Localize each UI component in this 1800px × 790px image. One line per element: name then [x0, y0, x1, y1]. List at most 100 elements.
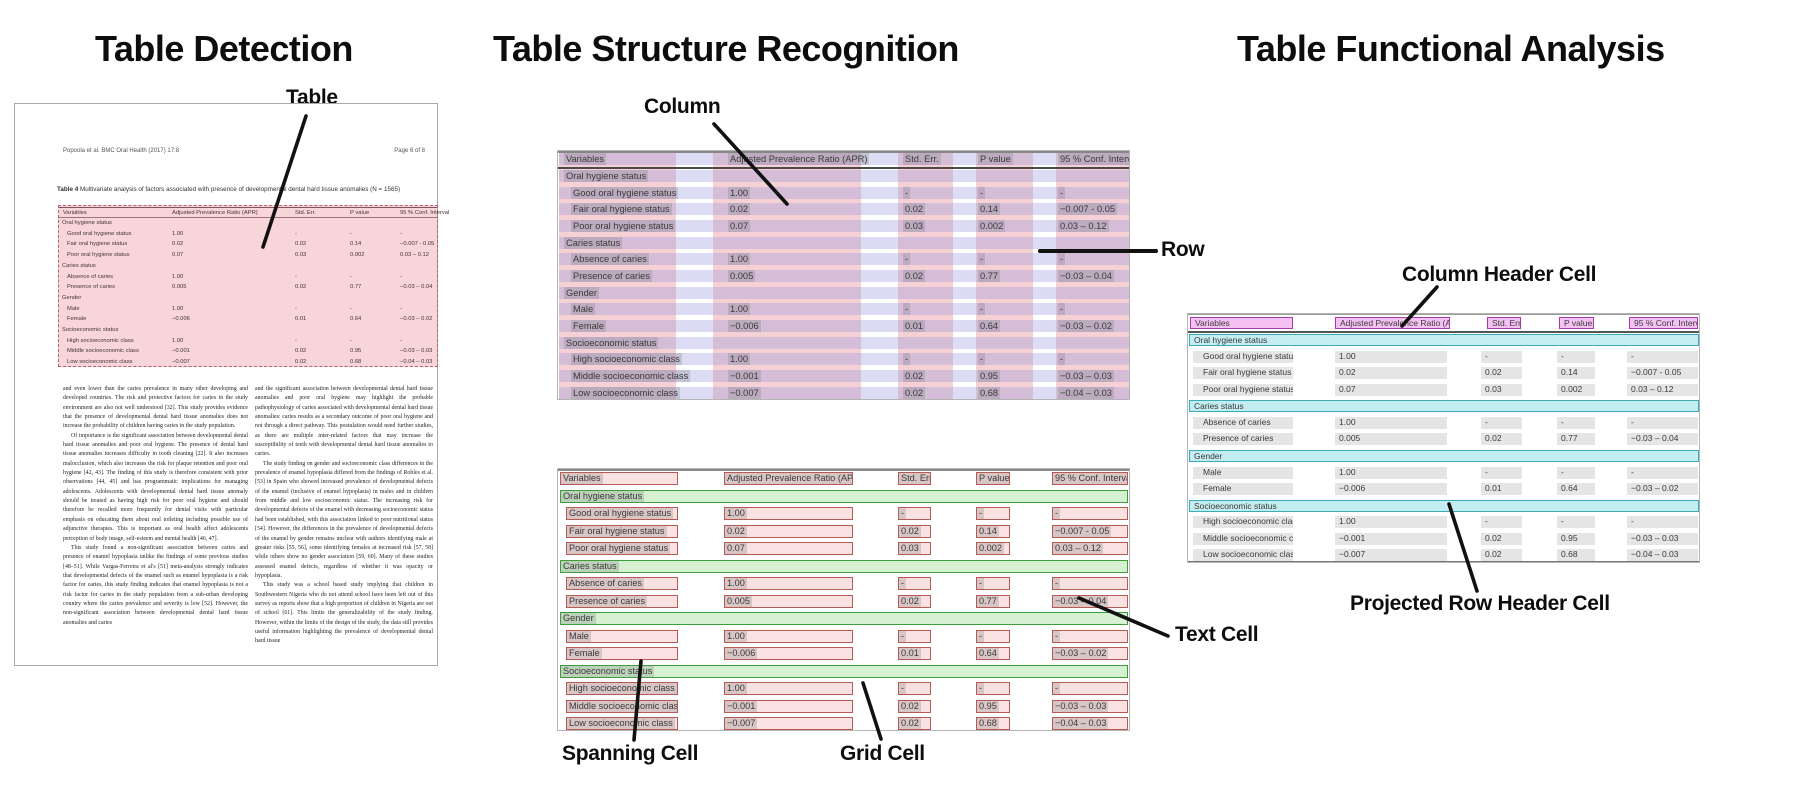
cell-text: −0.04 – 0.03: [1058, 386, 1114, 399]
cell-text: -: [400, 337, 402, 344]
label-projected-row-header-cell: Projected Row Header Cell: [1350, 592, 1610, 615]
row-band: [559, 319, 1129, 332]
cell-text: Fair oral hygiene status: [67, 241, 128, 248]
text-cell: −0.007: [1335, 549, 1447, 562]
cell-text: 0.77: [977, 595, 999, 607]
cell-text: −0.001: [728, 369, 761, 382]
grid-cell: 1.00: [724, 682, 853, 695]
structure-data-row: Low socioeconomic class −0.007 0.02 0.68 −0.…: [558, 384, 1129, 399]
cell-text: 95 % Conf. Interval: [1058, 153, 1129, 166]
cell-text: 0.77: [1561, 433, 1578, 444]
text-cell: 0.95: [1557, 532, 1595, 545]
cell-text: Good oral hygiene status: [571, 186, 679, 199]
cell-text: -: [350, 305, 352, 312]
cell-text: −0.03 – 0.04: [400, 284, 433, 291]
functional-span-row: Socioeconomic status: [1188, 498, 1699, 515]
text-cell: 0.77: [1557, 433, 1595, 446]
column-header-cell: 95 % Conf. Interval: [1629, 317, 1698, 330]
body-paragraph: This study was a school based study impl…: [255, 582, 433, 645]
cell-text: Gender: [62, 294, 82, 301]
header-bottom-rule: [1188, 331, 1699, 333]
cell-text: 0.02: [1339, 367, 1356, 378]
grid-cell-header: 95 % Conf. Interval: [1052, 472, 1128, 485]
cell-text: −0.006: [725, 648, 758, 659]
structure-recognition-table: Variables Adjusted Prevalence Ratio (APR)…: [557, 150, 1130, 400]
panel-title-functional-analysis: Table Functional Analysis: [1237, 28, 1665, 69]
cell-text: 0.77: [350, 284, 362, 291]
cell-text: 95 % Conf. Interval: [400, 210, 450, 216]
cell-text: -: [1053, 578, 1061, 589]
text-cell: 0.02: [1335, 367, 1447, 380]
cell-text: 0.02: [899, 595, 921, 607]
text-cell: -: [1557, 416, 1595, 429]
text-cell: Low socioeconomic class: [1193, 549, 1293, 562]
cell-text: −0.03 – 0.02: [1053, 648, 1109, 659]
cell-text: Gender: [561, 613, 596, 624]
grid-cell: 0.77: [976, 594, 1010, 608]
panel-title-structure-recognition: Table Structure Recognition: [493, 28, 959, 69]
cell-text: 0.03: [903, 220, 926, 233]
cell-text: Low socioeconomic class: [571, 386, 680, 399]
cells-data-row: High socioeconomic class 1.00 - - -: [558, 680, 1129, 698]
grid-cell: 0.002: [976, 542, 1010, 555]
spanning-cell: Gender: [560, 612, 1128, 625]
doc-span-row: Gender: [59, 293, 437, 304]
cell-text: −0.007: [1339, 549, 1366, 560]
projected-row-header-cell: Caries status: [1189, 400, 1699, 413]
cell-text: High socioeconomic class: [567, 683, 677, 694]
cell-text: -: [400, 305, 402, 312]
header-bottom-rule: [558, 167, 1129, 169]
grid-cell: 0.07: [724, 542, 853, 555]
cell-text: −0.006: [728, 319, 761, 332]
cell-text: 0.68: [350, 359, 362, 366]
structure-data-row: Female −0.006 0.01 0.64 −0.03 – 0.02: [558, 318, 1129, 335]
cell-text: Std. Err.: [1492, 318, 1521, 329]
cell-text: -: [977, 578, 985, 589]
cell-text: 0.01: [1485, 483, 1502, 494]
text-cell: Middle socioeconomic class: [1193, 532, 1293, 545]
cell-text: 1.00: [1339, 516, 1356, 527]
table-top-rule: [1188, 314, 1699, 315]
projected-row-header-cell: Socioeconomic status: [1189, 499, 1699, 512]
text-cell: Presence of caries: [1193, 433, 1293, 446]
doc-data-row: Presence of caries 0.005 0.02 0.77 −0.03 – 0…: [59, 282, 437, 293]
cell-text: Socioeconomic status: [62, 327, 119, 333]
grid-cell: -: [898, 682, 931, 695]
functional-data-row: Fair oral hygiene status 0.02 0.02 0.14 −0.0…: [1188, 365, 1699, 382]
grid-cell: -: [976, 629, 1010, 643]
cell-text: 0.14: [1561, 367, 1578, 378]
doc-data-row: Male 1.00 - - -: [59, 304, 437, 315]
cell-text: 0.005: [728, 270, 756, 283]
cell-text: Male: [67, 305, 80, 312]
grid-cell: 0.02: [898, 524, 931, 538]
cell-text: Low socioeconomic class: [67, 359, 133, 366]
structure-data-row: Fair oral hygiene status 0.02 0.02 0.14 −0.0…: [558, 201, 1129, 218]
cell-text: -: [295, 273, 297, 280]
projected-row-header-cell: Gender: [1189, 450, 1699, 463]
text-cell: -: [1481, 516, 1522, 529]
grid-cell: 0.02: [898, 594, 931, 608]
cell-text: 0.64: [350, 316, 362, 323]
cell-text: Gender: [564, 286, 600, 299]
detected-table-region: Variables Adjusted Prevalence Ratio (APR)…: [58, 205, 449, 367]
body-text-column-left: and even lower than the caries prevalenc…: [63, 385, 248, 628]
table-caption-text: Multivariate analysis of factors associa…: [78, 186, 401, 193]
cell-text: Socioeconomic status: [564, 336, 659, 349]
cell-text: 0.95: [978, 369, 1001, 382]
cell-text: -: [1485, 350, 1488, 361]
body-paragraph: and the significant association between …: [255, 386, 433, 458]
structure-span-row: Socioeconomic status: [558, 334, 1129, 351]
cell-text: -: [977, 683, 985, 694]
grid-cell: 0.02: [724, 524, 853, 538]
structure-data-row: High socioeconomic class 1.00 - - -: [558, 351, 1129, 368]
cell-text: 0.02: [1485, 532, 1502, 543]
text-cell: 0.64: [1557, 483, 1595, 496]
text-cell: 0.14: [1557, 367, 1595, 380]
cell-text: -: [1053, 508, 1061, 519]
cell-text: 0.02: [725, 525, 747, 537]
grid-cell: Good oral hygiene status: [566, 507, 678, 520]
cell-text: Caries status: [62, 262, 96, 269]
cell-text: -: [899, 630, 907, 642]
cell-text: 0.02: [903, 270, 926, 283]
cell-text: Gender: [1194, 451, 1223, 462]
